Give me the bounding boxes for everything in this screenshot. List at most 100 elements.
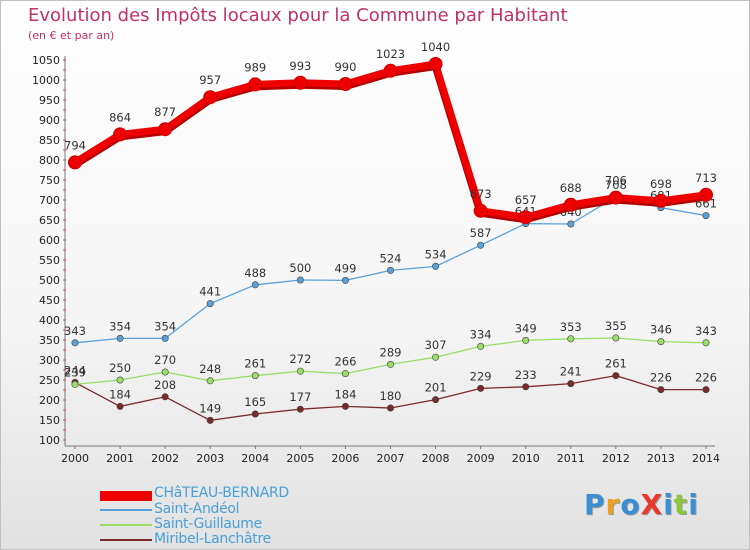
data-label: 488 [244,266,266,280]
data-point [702,212,710,220]
data-point [116,334,124,342]
y-tick-label: 700 [39,194,60,207]
logo-letter: P [584,488,606,521]
y-tick-label: 100 [39,434,60,447]
y-tick-label: 400 [39,314,60,327]
data-label: 993 [289,59,311,73]
data-point [522,336,530,344]
y-tick-label: 500 [39,274,60,287]
y-tick-label: 750 [39,174,60,187]
data-label: 289 [380,345,402,359]
data-label: 441 [199,285,221,299]
y-tick-label: 1000 [32,74,60,87]
data-point [428,57,443,71]
data-label: 266 [334,355,356,369]
data-point [68,155,82,170]
legend-swatch [100,491,152,501]
data-label: 353 [560,320,582,334]
legend-label: Saint-Andéol [154,501,240,517]
data-label: 657 [515,193,537,207]
data-point [477,384,485,392]
data-label: 957 [199,73,221,87]
chart-subtitle: (en € et par an) [28,29,115,42]
data-label: 244 [64,363,86,377]
data-point [608,190,623,205]
data-label: 713 [695,171,717,185]
data-point [657,338,665,346]
x-tick-label: 2014 [692,452,720,465]
data-label: 587 [470,226,492,240]
data-label: 261 [605,357,627,371]
data-point [341,402,349,410]
data-label: 346 [650,323,672,337]
data-point [116,376,124,384]
data-label: 349 [515,321,537,335]
y-tick-label: 550 [39,254,60,267]
data-point [206,300,214,308]
data-label: 673 [470,187,492,201]
data-label: 499 [334,261,356,275]
data-point [206,416,214,424]
data-label: 864 [109,110,131,124]
data-label: 794 [64,138,86,152]
data-label: 248 [199,362,221,376]
data-label: 184 [334,387,356,401]
data-label: 177 [289,390,311,404]
x-tick-label: 2009 [467,452,495,465]
logo-letter: t [673,488,689,521]
data-label: 354 [109,319,131,333]
legend-label: Saint-Guillaume [154,516,262,532]
x-tick-label: 2006 [331,452,359,465]
data-point [296,405,304,413]
data-point [477,241,485,249]
data-label: 706 [605,174,627,188]
data-label: 149 [199,401,221,415]
data-point [158,122,173,137]
x-tick-label: 2000 [61,452,89,465]
data-point [473,203,488,218]
data-label: 184 [109,387,131,401]
data-point [563,197,578,212]
data-label: 180 [380,389,402,403]
legend-item-miribel-lanchatre: Miribel-Lanchâtre [100,531,360,547]
data-point [341,370,349,378]
data-label: 229 [470,369,492,383]
data-label: 241 [560,365,582,379]
logo-letter: r [605,488,621,521]
data-point [612,372,620,380]
logo-letter: o [620,488,641,521]
y-tick-label: 200 [39,394,60,407]
data-point [612,334,620,342]
data-point [386,404,394,412]
legend-label: Miribel-Lanchâtre [154,531,271,547]
proxiti-logo: ProXiti [584,488,699,521]
data-label: 355 [605,319,627,333]
data-point [113,127,128,142]
data-point [386,360,394,368]
data-label: 708 [605,178,627,192]
data-point [567,220,575,228]
y-tick-label: 300 [39,354,60,367]
data-label: 500 [289,261,311,275]
x-tick-label: 2010 [512,452,540,465]
data-point [477,342,485,350]
data-point [432,396,440,404]
legend-item-saint-guillaume: Saint-Guillaume [100,516,360,532]
y-tick-label: 1050 [32,54,60,67]
data-point [206,377,214,385]
y-tick-label: 250 [39,374,60,387]
legend-swatch [100,509,152,511]
data-point [699,187,713,202]
data-label: 688 [560,181,582,195]
data-label: 270 [154,353,176,367]
data-point [296,367,304,375]
y-tick-label: 150 [39,414,60,427]
data-point [203,90,218,105]
data-label: 1040 [421,40,450,54]
data-point [518,210,533,225]
legend-item-saint-andeol: Saint-Andéol [100,501,360,517]
data-label: 307 [425,338,447,352]
data-point [567,380,575,388]
data-label: 1023 [376,47,405,61]
